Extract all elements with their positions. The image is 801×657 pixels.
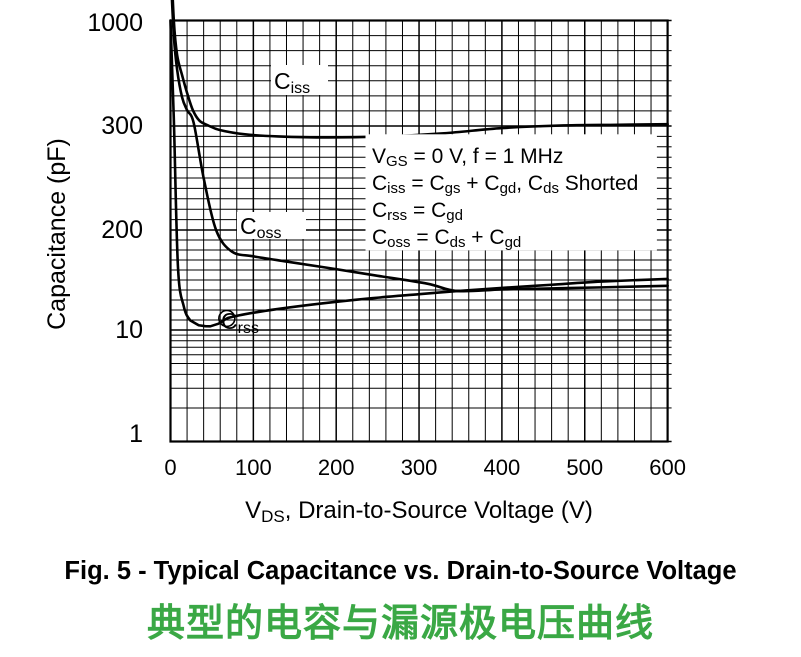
svg-text:300: 300: [401, 455, 438, 480]
svg-text:400: 400: [484, 455, 521, 480]
svg-text:Capacitance (pF): Capacitance (pF): [43, 138, 71, 330]
svg-text:600: 600: [649, 455, 686, 480]
svg-text:1: 1: [129, 420, 143, 448]
svg-text:200: 200: [318, 455, 355, 480]
svg-text:0: 0: [164, 455, 176, 480]
svg-text:1000: 1000: [87, 9, 143, 37]
svg-text:VDS, Drain-to-Source Voltage (: VDS, Drain-to-Source Voltage (V): [245, 497, 593, 526]
svg-text:300: 300: [101, 112, 143, 140]
svg-text:500: 500: [566, 455, 603, 480]
svg-text:10: 10: [115, 316, 143, 344]
svg-text:100: 100: [235, 455, 272, 480]
svg-text:200: 200: [101, 216, 143, 244]
